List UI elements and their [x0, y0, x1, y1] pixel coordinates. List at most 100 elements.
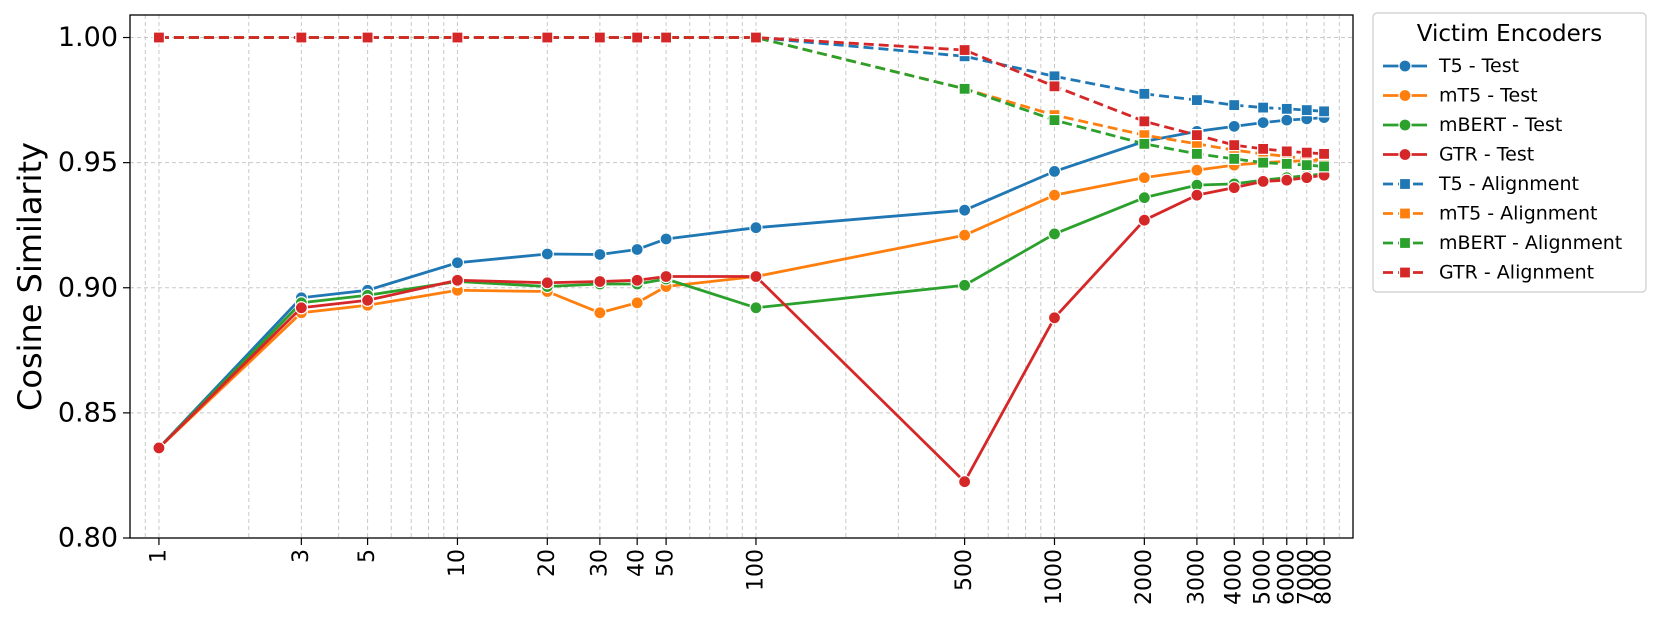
data-point: [294, 301, 308, 315]
data-point: [1256, 174, 1270, 189]
series-gtr-test: [152, 168, 1331, 489]
data-point: [1257, 101, 1270, 114]
data-point: [1227, 181, 1241, 195]
data-point: [450, 256, 465, 270]
x-tick-label: 40: [625, 549, 650, 577]
data-point: [1047, 188, 1062, 202]
data-point: [1280, 145, 1293, 158]
legend-marker: [1398, 59, 1412, 73]
data-point: [1317, 147, 1331, 160]
data-point: [958, 203, 972, 217]
x-tick-label: 3000: [1184, 549, 1209, 605]
data-point: [152, 31, 166, 44]
series-line: [158, 36, 1325, 113]
data-point: [749, 31, 763, 44]
data-point: [1300, 171, 1314, 185]
x-tick-label: 4000: [1222, 549, 1247, 605]
data-point: [1300, 103, 1313, 117]
data-point: [361, 31, 374, 44]
y-tick-label: 0.90: [58, 272, 118, 303]
series-layer: [152, 31, 1331, 489]
series-line: [157, 172, 1325, 449]
legend-item: mT5 - Test: [1383, 85, 1538, 107]
legend-label: mBERT - Alignment: [1439, 232, 1622, 254]
data-point: [1280, 113, 1294, 127]
data-point: [1280, 102, 1293, 115]
legend-item: GTR - Test: [1383, 144, 1534, 166]
data-point: [1228, 98, 1241, 112]
data-point: [1228, 139, 1241, 152]
data-point: [749, 221, 763, 235]
data-point: [1227, 119, 1241, 133]
data-point: [593, 247, 607, 262]
data-point: [630, 242, 644, 257]
y-axis-ticks: 0.80 0.85 0.90 0.95 1.00: [58, 22, 130, 554]
data-point: [1138, 137, 1151, 150]
legend-item: T5 - Test: [1383, 55, 1519, 77]
data-point: [1048, 80, 1061, 93]
x-axis-ticks: 1 3 5 10 20 30 40 50 100 500 1000 2000 3000 4000 50006…: [146, 538, 1337, 605]
data-point: [1137, 171, 1151, 185]
data-point: [1137, 191, 1151, 205]
legend: Victim Encoders T5 - Test mT5 - Test mBERT…: [1372, 12, 1647, 293]
legend-label: T5 - Test: [1438, 55, 1519, 77]
data-point: [450, 273, 465, 287]
data-point: [1048, 114, 1061, 127]
legend-label: GTR - Test: [1439, 144, 1534, 166]
data-point: [958, 475, 972, 489]
x-tick-label: 3: [289, 549, 314, 563]
data-point: [749, 301, 763, 315]
data-point: [1190, 188, 1204, 202]
data-point: [152, 441, 166, 455]
series-line: [157, 116, 1325, 449]
y-tick-label: 0.95: [58, 147, 118, 178]
x-tick-label: 7000: [1294, 549, 1319, 605]
y-tick-label: 1.00: [58, 22, 118, 53]
data-point: [1138, 115, 1151, 128]
legend-title: Victim Encoders: [1417, 21, 1602, 47]
x-tick-label: 2000: [1132, 549, 1157, 605]
legend-marker: [1398, 118, 1412, 132]
series-mbert-alignment: [152, 31, 1331, 173]
data-point: [1137, 213, 1151, 227]
data-point: [1280, 173, 1294, 187]
data-point: [1317, 105, 1331, 118]
data-point: [630, 296, 644, 310]
x-tick-label: 30: [587, 549, 612, 577]
x-tick-label: 5000: [1251, 549, 1276, 605]
legend-marker: [1398, 207, 1412, 220]
legend-marker: [1398, 236, 1412, 250]
legend-item: GTR - Alignment: [1383, 262, 1594, 284]
data-point: [958, 82, 971, 95]
data-point: [1300, 159, 1313, 172]
data-point: [1317, 160, 1331, 173]
legend-marker: [1398, 147, 1412, 162]
x-tick-label: 20: [535, 549, 560, 577]
data-point: [659, 232, 673, 246]
legend-marker: [1398, 266, 1412, 279]
data-point: [749, 269, 763, 284]
data-point: [1047, 227, 1062, 241]
data-point: [1047, 164, 1062, 178]
y-tick-label: 0.85: [58, 397, 118, 428]
x-tick-label: 500: [952, 549, 977, 591]
legend-items: T5 - Test mT5 - Test mBERT - Test GTR - Tes…: [1383, 55, 1622, 284]
data-point: [295, 31, 308, 44]
data-point: [1138, 87, 1151, 100]
series-t5-alignment: [152, 31, 1331, 118]
legend-label: mT5 - Test: [1439, 85, 1538, 107]
legend-marker: [1398, 177, 1412, 191]
data-point: [1256, 116, 1270, 130]
data-point: [958, 228, 972, 242]
series-gtr-alignment: [152, 31, 1331, 160]
y-axis-label: Cosine Similarity: [11, 142, 49, 411]
data-point: [659, 269, 673, 284]
data-point: [660, 31, 673, 44]
legend-item: mBERT - Test: [1383, 114, 1562, 136]
data-point: [1190, 129, 1204, 142]
legend-item: T5 - Alignment: [1383, 173, 1579, 195]
x-tick-label: 1000: [1042, 549, 1067, 605]
x-tick-label: 6000: [1274, 549, 1299, 605]
